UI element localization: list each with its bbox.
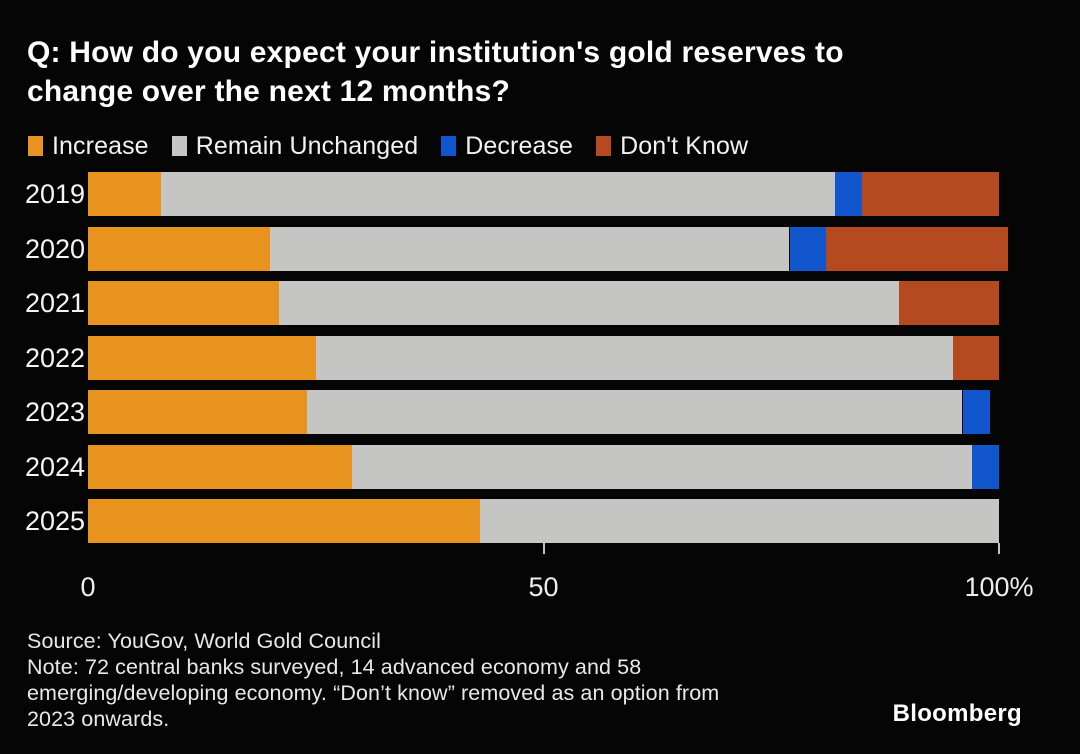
legend-swatch-icon xyxy=(171,136,187,156)
chart-title: Q: How do you expect your institution's … xyxy=(27,33,844,111)
bar-segment-don-t-know xyxy=(953,336,999,380)
legend-label: Remain Unchanged xyxy=(195,131,419,160)
bar-segment-increase xyxy=(88,445,353,489)
legend-item-increase: Increase xyxy=(28,132,149,161)
bar-row-2023: 2023 xyxy=(0,390,1080,434)
year-label: 2022 xyxy=(25,343,86,373)
legend-label: Increase xyxy=(52,131,149,160)
bar-segment-remain-unchanged xyxy=(352,445,972,489)
bar-track xyxy=(88,281,999,325)
bar-row-2024: 2024 xyxy=(0,445,1080,489)
legend-swatch-icon xyxy=(441,136,457,156)
bar-segment-increase xyxy=(88,499,480,543)
legend-item-don-t-know: Don't Know xyxy=(596,132,748,161)
bar-segment-don-t-know xyxy=(862,172,999,216)
year-label: 2024 xyxy=(25,452,86,482)
bar-segment-remain-unchanged xyxy=(270,227,790,271)
bar-track xyxy=(88,227,1009,271)
bar-track xyxy=(88,499,999,543)
chart-footer: Source: YouGov, World Gold Council Note:… xyxy=(27,628,867,732)
bar-segment-increase xyxy=(88,390,307,434)
year-label: 2020 xyxy=(25,234,86,264)
bar-track xyxy=(88,336,999,380)
bar-row-2022: 2022 xyxy=(0,336,1080,380)
legend-label: Don't Know xyxy=(620,131,749,160)
x-axis-tick-label: 100% xyxy=(964,572,1034,602)
legend-label: Decrease xyxy=(465,131,574,160)
bar-row-2019: 2019 xyxy=(0,172,1080,216)
note-text-line1: Note: 72 central banks surveyed, 14 adva… xyxy=(27,655,642,679)
bar-row-2025: 2025 xyxy=(0,499,1080,543)
bar-track xyxy=(88,445,999,489)
x-axis-tick-label: 50 xyxy=(528,572,559,602)
bloomberg-logo: Bloomberg xyxy=(892,700,1022,727)
chart-title-line2: change over the next 12 months? xyxy=(27,75,510,108)
bar-segment-don-t-know xyxy=(825,227,1009,271)
chart-legend: Increase Remain Unchanged Decrease Don't Kn… xyxy=(28,132,748,160)
bar-segment-remain-unchanged xyxy=(160,172,835,216)
bar-segment-increase xyxy=(88,281,280,325)
bar-segment-decrease xyxy=(835,172,863,216)
chart-title-line1: Q: How do you expect your institution's … xyxy=(27,36,844,69)
bar-segment-decrease xyxy=(962,390,990,434)
bar-segment-decrease xyxy=(971,445,999,489)
year-label: 2021 xyxy=(25,288,86,318)
note-text-line3: 2023 onwards. xyxy=(27,707,170,731)
bar-segment-remain-unchanged xyxy=(306,390,963,434)
bar-segment-increase xyxy=(88,336,316,380)
stacked-bar-chart: 2019 2020 2021 2022 2023 2024 2025 xyxy=(0,172,1080,543)
bar-segment-decrease xyxy=(789,227,826,271)
bar-segment-don-t-know xyxy=(898,281,999,325)
bar-row-2020: 2020 xyxy=(0,227,1080,271)
year-label: 2023 xyxy=(25,397,86,427)
legend-item-decrease: Decrease xyxy=(441,132,573,161)
bar-segment-increase xyxy=(88,172,161,216)
bar-segment-remain-unchanged xyxy=(315,336,954,380)
legend-swatch-icon xyxy=(28,136,43,156)
bar-segment-remain-unchanged xyxy=(479,499,999,543)
legend-swatch-icon xyxy=(596,136,612,156)
bar-segment-increase xyxy=(88,227,271,271)
year-label: 2025 xyxy=(25,506,86,536)
x-axis-tick-mark xyxy=(542,543,545,554)
bar-track xyxy=(88,172,999,216)
x-axis-tick-mark xyxy=(998,543,1000,554)
bar-row-2021: 2021 xyxy=(0,281,1080,325)
note-text-line2: emerging/developing economy. “Don’t know… xyxy=(27,681,720,705)
year-label: 2019 xyxy=(25,179,86,209)
bar-track xyxy=(88,390,999,434)
x-axis-tick-label: 0 xyxy=(80,572,96,602)
source-text: Source: YouGov, World Gold Council xyxy=(27,629,381,653)
bar-segment-remain-unchanged xyxy=(279,281,899,325)
legend-item-remain-unchanged: Remain Unchanged xyxy=(171,131,419,161)
